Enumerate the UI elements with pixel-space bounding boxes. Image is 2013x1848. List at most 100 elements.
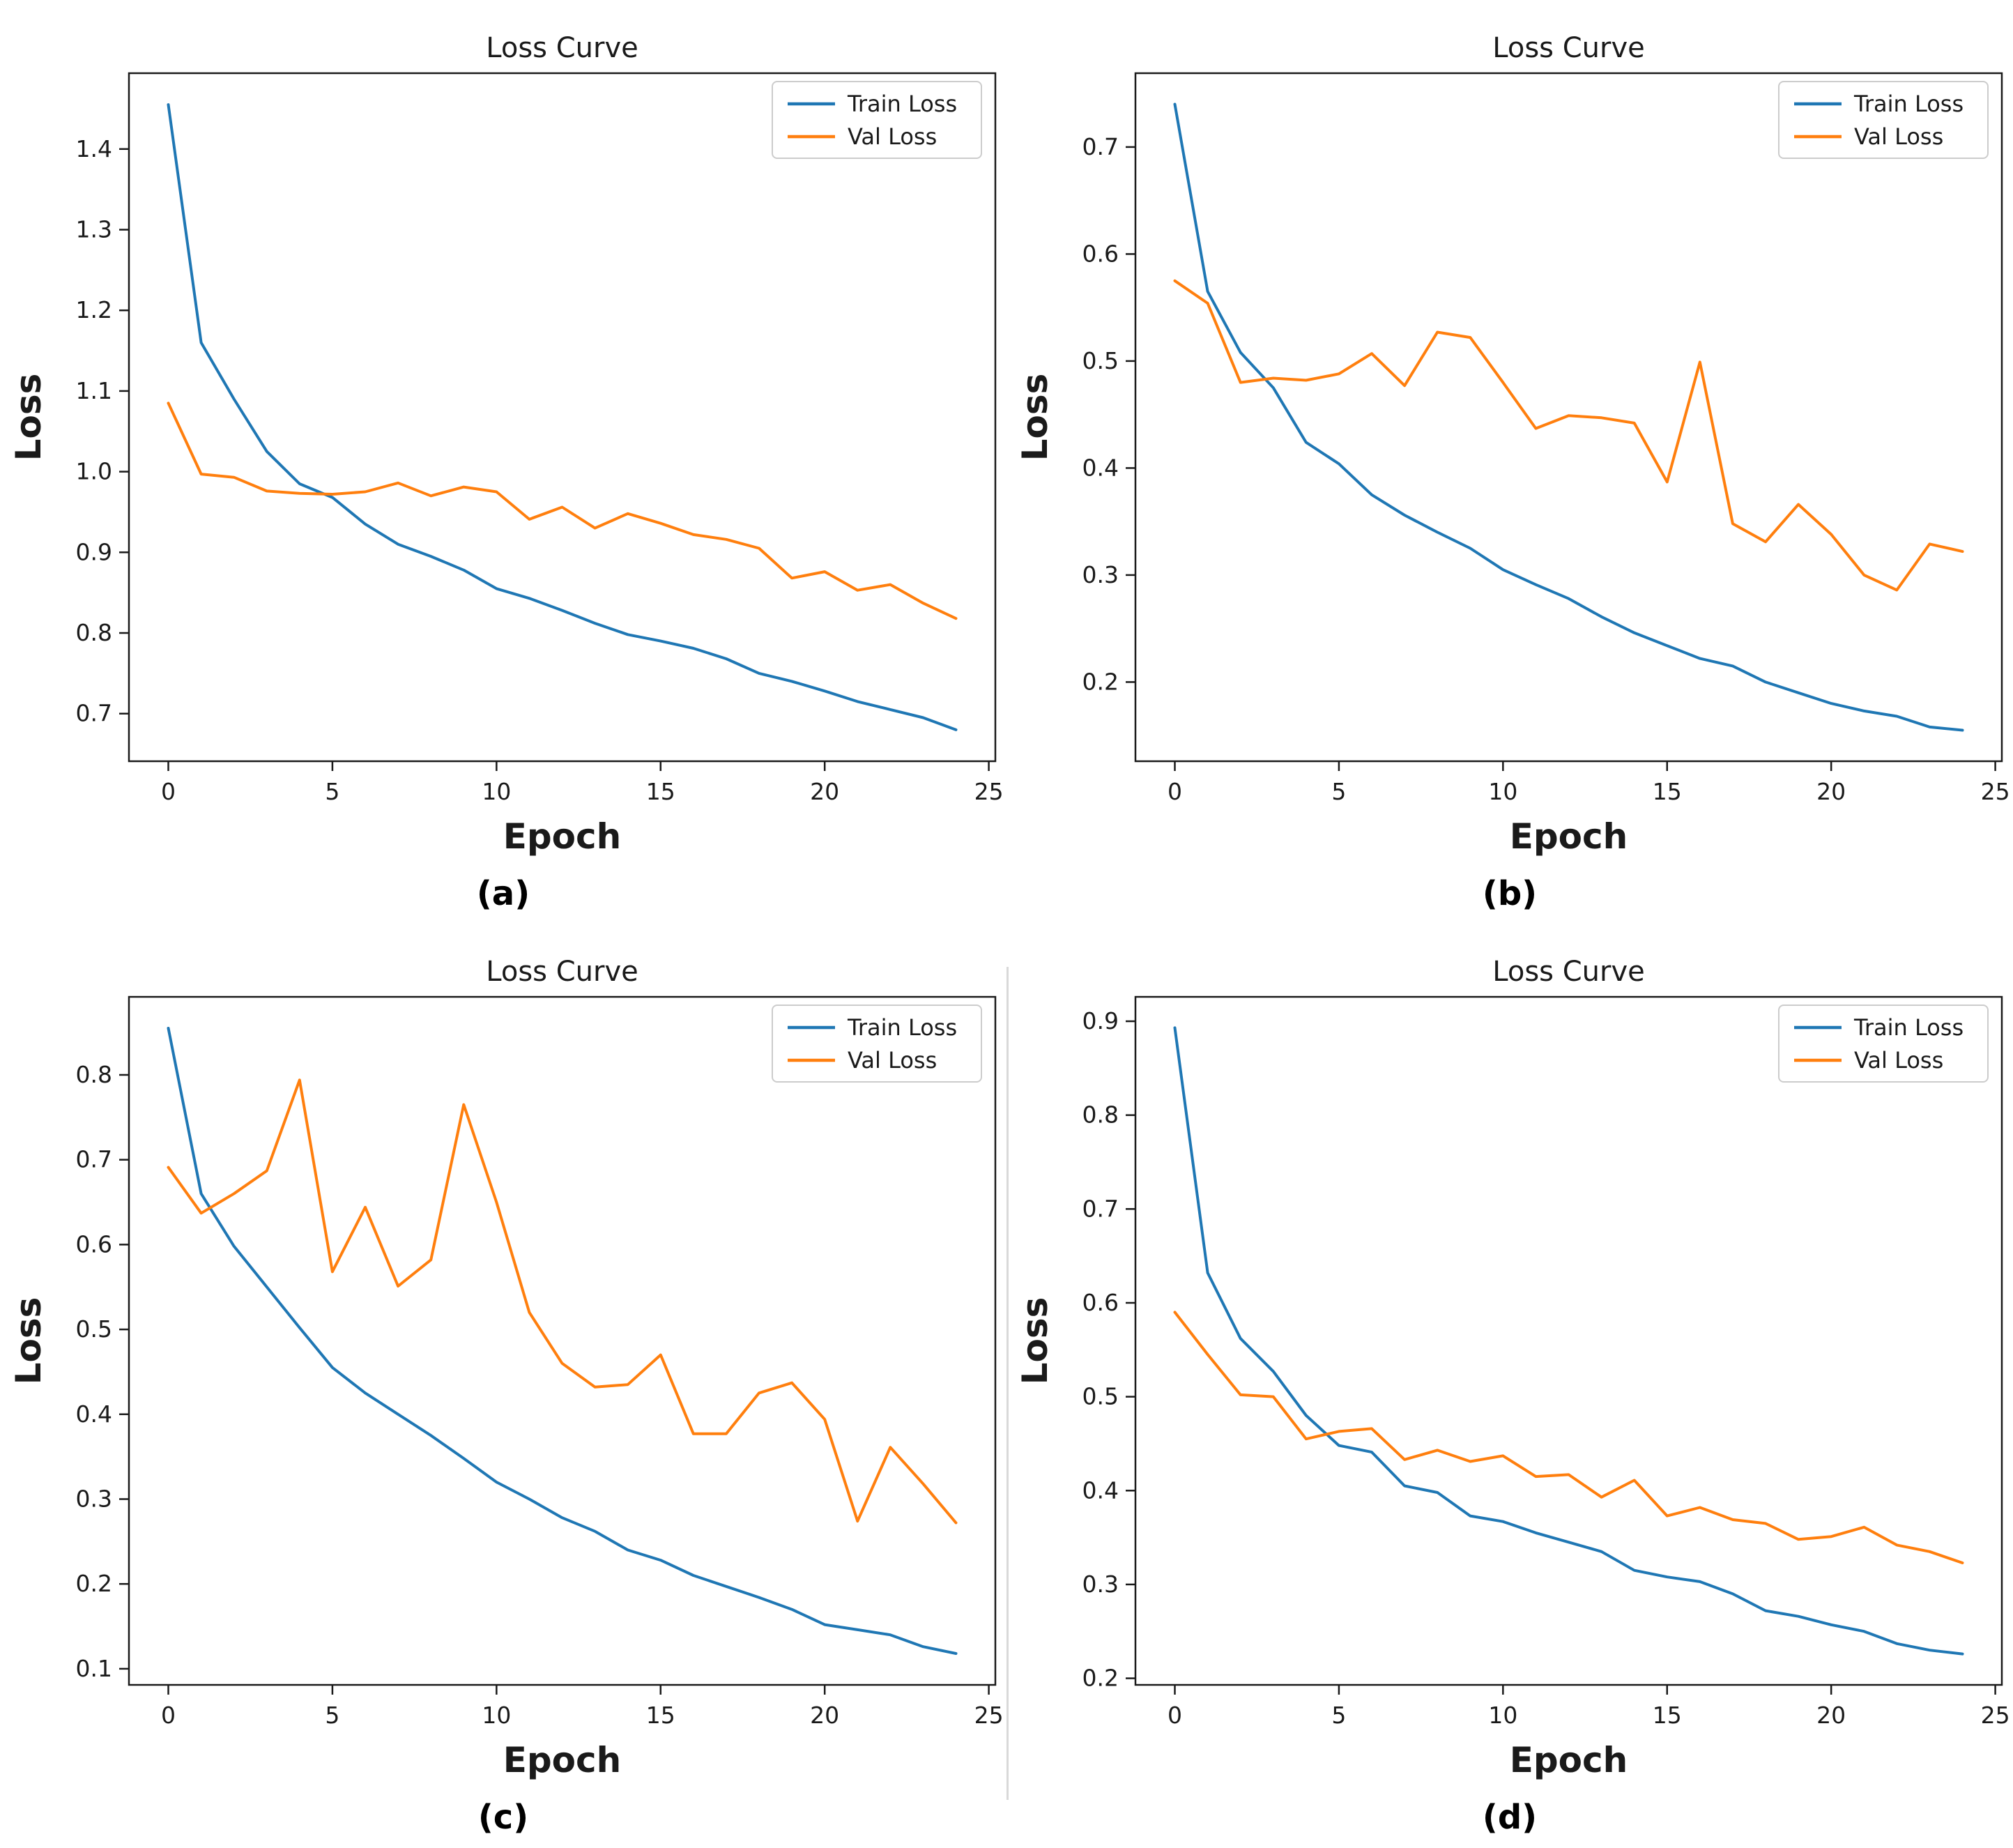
legend-label-train: Train Loss <box>1853 91 1964 117</box>
x-tick-label: 10 <box>482 778 511 805</box>
x-tick-label: 15 <box>646 1702 675 1729</box>
chart-title: Loss Curve <box>1492 956 1644 988</box>
legend: Train Loss Val Loss <box>1778 1005 1989 1083</box>
x-axis-label: Epoch <box>1510 816 1628 857</box>
y-axis-label: Loss <box>8 374 49 461</box>
chart-title: Loss Curve <box>486 956 638 988</box>
legend-box <box>772 81 982 159</box>
panel-divider <box>1006 967 1009 1800</box>
y-tick-label: 0.7 <box>1082 1195 1119 1222</box>
plot-frame <box>1134 72 2003 763</box>
y-tick-label: 0.7 <box>1082 133 1119 160</box>
x-tick-label: 15 <box>1653 1702 1682 1729</box>
y-axis-label: Loss <box>8 1297 49 1385</box>
x-tick-label: 10 <box>1488 1702 1517 1729</box>
loss-curve-chart-a: Loss Curve 0.7 0.8 0.9 1.0 1.1 1.2 1.3 1.4 0 5 10 15… <box>8 32 1004 857</box>
x-axis-label: Epoch <box>503 816 622 857</box>
y-tick-label: 1.2 <box>76 296 112 323</box>
loss-curve-panel-a: Loss Curve 0.7 0.8 0.9 1.0 1.1 1.2 1.3 1.4 0 5 10 15… <box>0 0 1006 924</box>
val-loss-line <box>1173 279 1964 592</box>
x-tick-label: 20 <box>810 778 839 805</box>
legend-box <box>772 1005 982 1083</box>
y-tick-label: 0.2 <box>1082 1665 1119 1692</box>
x-tick-label: 0 <box>1168 778 1182 805</box>
train-loss-line <box>1173 1026 1964 1656</box>
val-loss-line <box>167 402 958 620</box>
y-tick-label: 0.7 <box>76 1146 112 1173</box>
y-tick-label: 0.3 <box>1082 1571 1119 1598</box>
y-tick-label: 0.5 <box>76 1315 112 1343</box>
legend-box <box>1778 1005 1989 1083</box>
y-tick-label: 0.1 <box>76 1655 112 1682</box>
y-axis-label: Loss <box>1015 374 1055 461</box>
val-loss-line <box>1173 1311 1964 1564</box>
y-tick-label: 1.1 <box>76 377 112 404</box>
y-tick-label: 0.6 <box>1082 240 1119 267</box>
y-axis-label: Loss <box>1015 1297 1055 1385</box>
plot-frame <box>128 72 997 763</box>
x-tick-label: 5 <box>1331 778 1346 805</box>
legend-label-train: Train Loss <box>847 1014 957 1041</box>
y-axis: 0.7 0.8 0.9 1.0 1.1 1.2 1.3 1.4 <box>76 135 129 727</box>
y-tick-label: 1.4 <box>76 135 112 162</box>
x-tick-label: 20 <box>1816 778 1846 805</box>
train-loss-line <box>167 103 958 731</box>
x-tick-label: 10 <box>482 1702 511 1729</box>
y-tick-label: 0.5 <box>1082 1383 1119 1410</box>
legend-label-val: Val Loss <box>848 1047 937 1074</box>
x-tick-label: 20 <box>810 1702 839 1729</box>
x-tick-label: 25 <box>974 778 1004 805</box>
y-tick-label: 0.6 <box>76 1230 112 1258</box>
x-tick-label: 25 <box>1981 778 2010 805</box>
x-tick-label: 10 <box>1488 778 1517 805</box>
legend: Train Loss Val Loss <box>772 81 982 159</box>
legend-label-train: Train Loss <box>1853 1014 1964 1041</box>
y-tick-label: 0.9 <box>76 538 112 565</box>
legend-label-val: Val Loss <box>1854 123 1943 150</box>
subplot-caption-c: (c) <box>477 1798 529 1837</box>
subplot-caption-a: (a) <box>476 874 530 913</box>
x-tick-label: 20 <box>1816 1702 1846 1729</box>
x-axis: 0 5 10 15 20 25 <box>161 761 1004 805</box>
x-tick-label: 15 <box>646 778 675 805</box>
subplot-caption-d: (d) <box>1482 1798 1538 1837</box>
x-tick-label: 0 <box>161 1702 176 1729</box>
val-loss-line <box>167 1078 958 1525</box>
legend-label-train: Train Loss <box>847 91 957 117</box>
x-axis-label: Epoch <box>503 1740 622 1780</box>
y-axis: 0.2 0.3 0.4 0.5 0.6 0.7 0.8 0.9 <box>1082 1007 1135 1692</box>
loss-curve-panel-b: Loss Curve 0.2 0.3 0.4 0.5 0.6 0.7 0 5 10 15 20 25 Lo… <box>1006 0 2013 924</box>
y-tick-label: 0.6 <box>1082 1289 1119 1316</box>
y-axis: 0.2 0.3 0.4 0.5 0.6 0.7 <box>1082 133 1135 695</box>
y-tick-label: 1.0 <box>76 458 112 485</box>
loss-curve-panel-d: Loss Curve 0.2 0.3 0.4 0.5 0.6 0.7 0.8 0.9 0 5 10 15… <box>1006 924 2013 1848</box>
y-tick-label: 0.3 <box>76 1485 112 1512</box>
legend-box <box>1778 81 1989 159</box>
y-tick-label: 0.4 <box>1082 454 1119 481</box>
x-tick-label: 5 <box>1331 1702 1346 1729</box>
y-tick-label: 0.9 <box>1082 1007 1119 1034</box>
x-axis: 0 5 10 15 20 25 <box>1168 761 2010 805</box>
y-tick-label: 0.5 <box>1082 347 1119 374</box>
y-tick-label: 0.8 <box>1082 1101 1119 1129</box>
chart-title: Loss Curve <box>1492 32 1644 64</box>
legend-label-val: Val Loss <box>848 123 937 150</box>
loss-curve-panel-c: Loss Curve 0.1 0.2 0.3 0.4 0.5 0.6 0.7 0.8 0 5 10 15… <box>0 924 1006 1848</box>
x-tick-label: 0 <box>161 778 176 805</box>
legend-label-val: Val Loss <box>1854 1047 1943 1074</box>
y-tick-label: 0.2 <box>76 1570 112 1597</box>
y-tick-label: 1.3 <box>76 215 112 243</box>
y-tick-label: 0.4 <box>1082 1476 1119 1504</box>
y-tick-label: 0.7 <box>76 700 112 727</box>
loss-curve-chart-b: Loss Curve 0.2 0.3 0.4 0.5 0.6 0.7 0 5 10 15 20 25 Lo… <box>1015 32 2010 857</box>
y-tick-label: 0.8 <box>76 619 112 646</box>
subplot-caption-b: (b) <box>1482 874 1538 913</box>
y-tick-label: 0.8 <box>76 1061 112 1088</box>
y-tick-label: 0.3 <box>1082 561 1119 588</box>
plot-frame <box>1134 995 2003 1686</box>
train-loss-line <box>1173 102 1964 732</box>
y-axis: 0.1 0.2 0.3 0.4 0.5 0.6 0.7 0.8 <box>76 1061 129 1682</box>
chart-title: Loss Curve <box>486 32 638 64</box>
x-axis: 0 5 10 15 20 25 <box>161 1685 1004 1729</box>
